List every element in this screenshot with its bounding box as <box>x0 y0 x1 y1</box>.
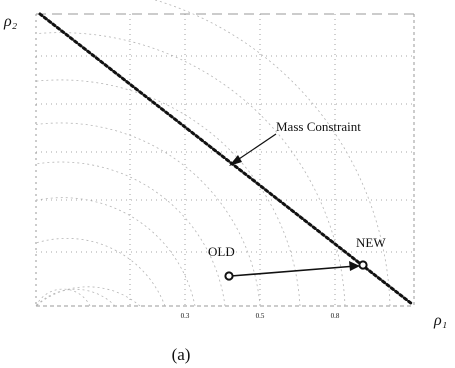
grid-lines <box>36 14 414 306</box>
mass-constraint-arrow <box>229 133 277 166</box>
tick-label-2: 0.5 <box>256 312 265 320</box>
mass-constraint-line <box>38 12 414 306</box>
contour-arc <box>35 161 226 307</box>
figure-caption: (a) <box>172 345 191 364</box>
mass-constraint-label: Mass Constraint <box>276 119 361 134</box>
old-label: OLD <box>208 244 235 259</box>
objective-contours <box>35 0 391 307</box>
contour-arc <box>35 32 346 307</box>
new-point <box>358 260 368 270</box>
y-axis-label: ρ₂ <box>3 13 18 30</box>
contour-arc <box>35 237 166 307</box>
x-axis-label: ρ₁ <box>433 312 447 329</box>
tick-label-3: 0.8 <box>331 312 340 320</box>
tick-label-1: 0.3 <box>181 312 190 320</box>
contour-arc <box>35 122 261 307</box>
old-to-new-arrow <box>230 261 360 277</box>
contour-arc <box>35 288 91 307</box>
contour-arc <box>35 286 141 307</box>
old-point <box>224 271 234 281</box>
new-label: NEW <box>356 235 386 250</box>
contour-arc <box>153 0 391 307</box>
contour-arc <box>35 197 196 307</box>
contour-arc <box>35 288 116 307</box>
contour-arc <box>35 79 301 307</box>
